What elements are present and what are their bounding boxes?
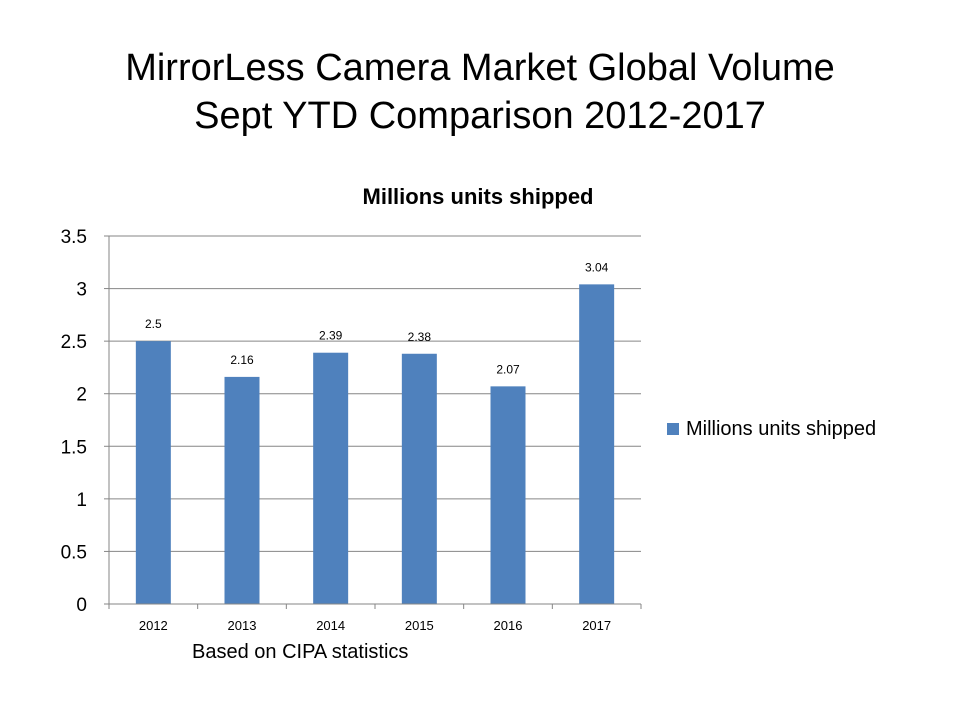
legend: Millions units shipped [667, 418, 876, 440]
title-line-1: MirrorLess Camera Market Global Volume [125, 47, 835, 89]
data-label: 2.38 [408, 330, 432, 344]
bar-2015 [401, 353, 437, 604]
title-line-2: Sept YTD Comparison 2012-2017 [194, 95, 766, 137]
y-tick-label: 1.5 [61, 437, 87, 458]
data-label: 2.07 [496, 362, 520, 376]
data-label: 2.39 [319, 329, 343, 343]
bar-2017 [579, 284, 615, 604]
x-tick-label: 2016 [494, 618, 523, 633]
bar-2016 [490, 386, 526, 604]
y-tick-label: 3.5 [61, 227, 87, 248]
y-tick-label: 2.5 [61, 332, 87, 353]
chart-title: Millions units shipped [363, 184, 594, 209]
data-label: 2.16 [230, 353, 254, 367]
x-tick-label: 2015 [405, 618, 434, 633]
footnote: Based on CIPA statistics [192, 641, 409, 663]
data-label: 2.5 [145, 317, 162, 331]
y-tick-label: 2 [76, 385, 87, 406]
y-tick-label: 3 [76, 280, 87, 301]
x-tick-label: 2012 [139, 618, 168, 633]
bar-2014 [313, 352, 349, 604]
legend-label: Millions units shipped [686, 418, 876, 440]
y-tick-label: 1 [76, 490, 87, 511]
data-label: 3.04 [585, 260, 609, 274]
bar-2012 [135, 341, 171, 604]
y-tick-label: 0 [76, 595, 87, 616]
bar-2013 [224, 376, 260, 604]
legend-swatch [667, 423, 679, 435]
x-tick-label: 2017 [582, 618, 611, 633]
y-tick-label: 0.5 [61, 542, 87, 563]
slide-title: MirrorLess Camera Market Global Volume S… [0, 44, 960, 140]
x-tick-label: 2013 [228, 618, 257, 633]
x-tick-label: 2014 [316, 618, 345, 633]
